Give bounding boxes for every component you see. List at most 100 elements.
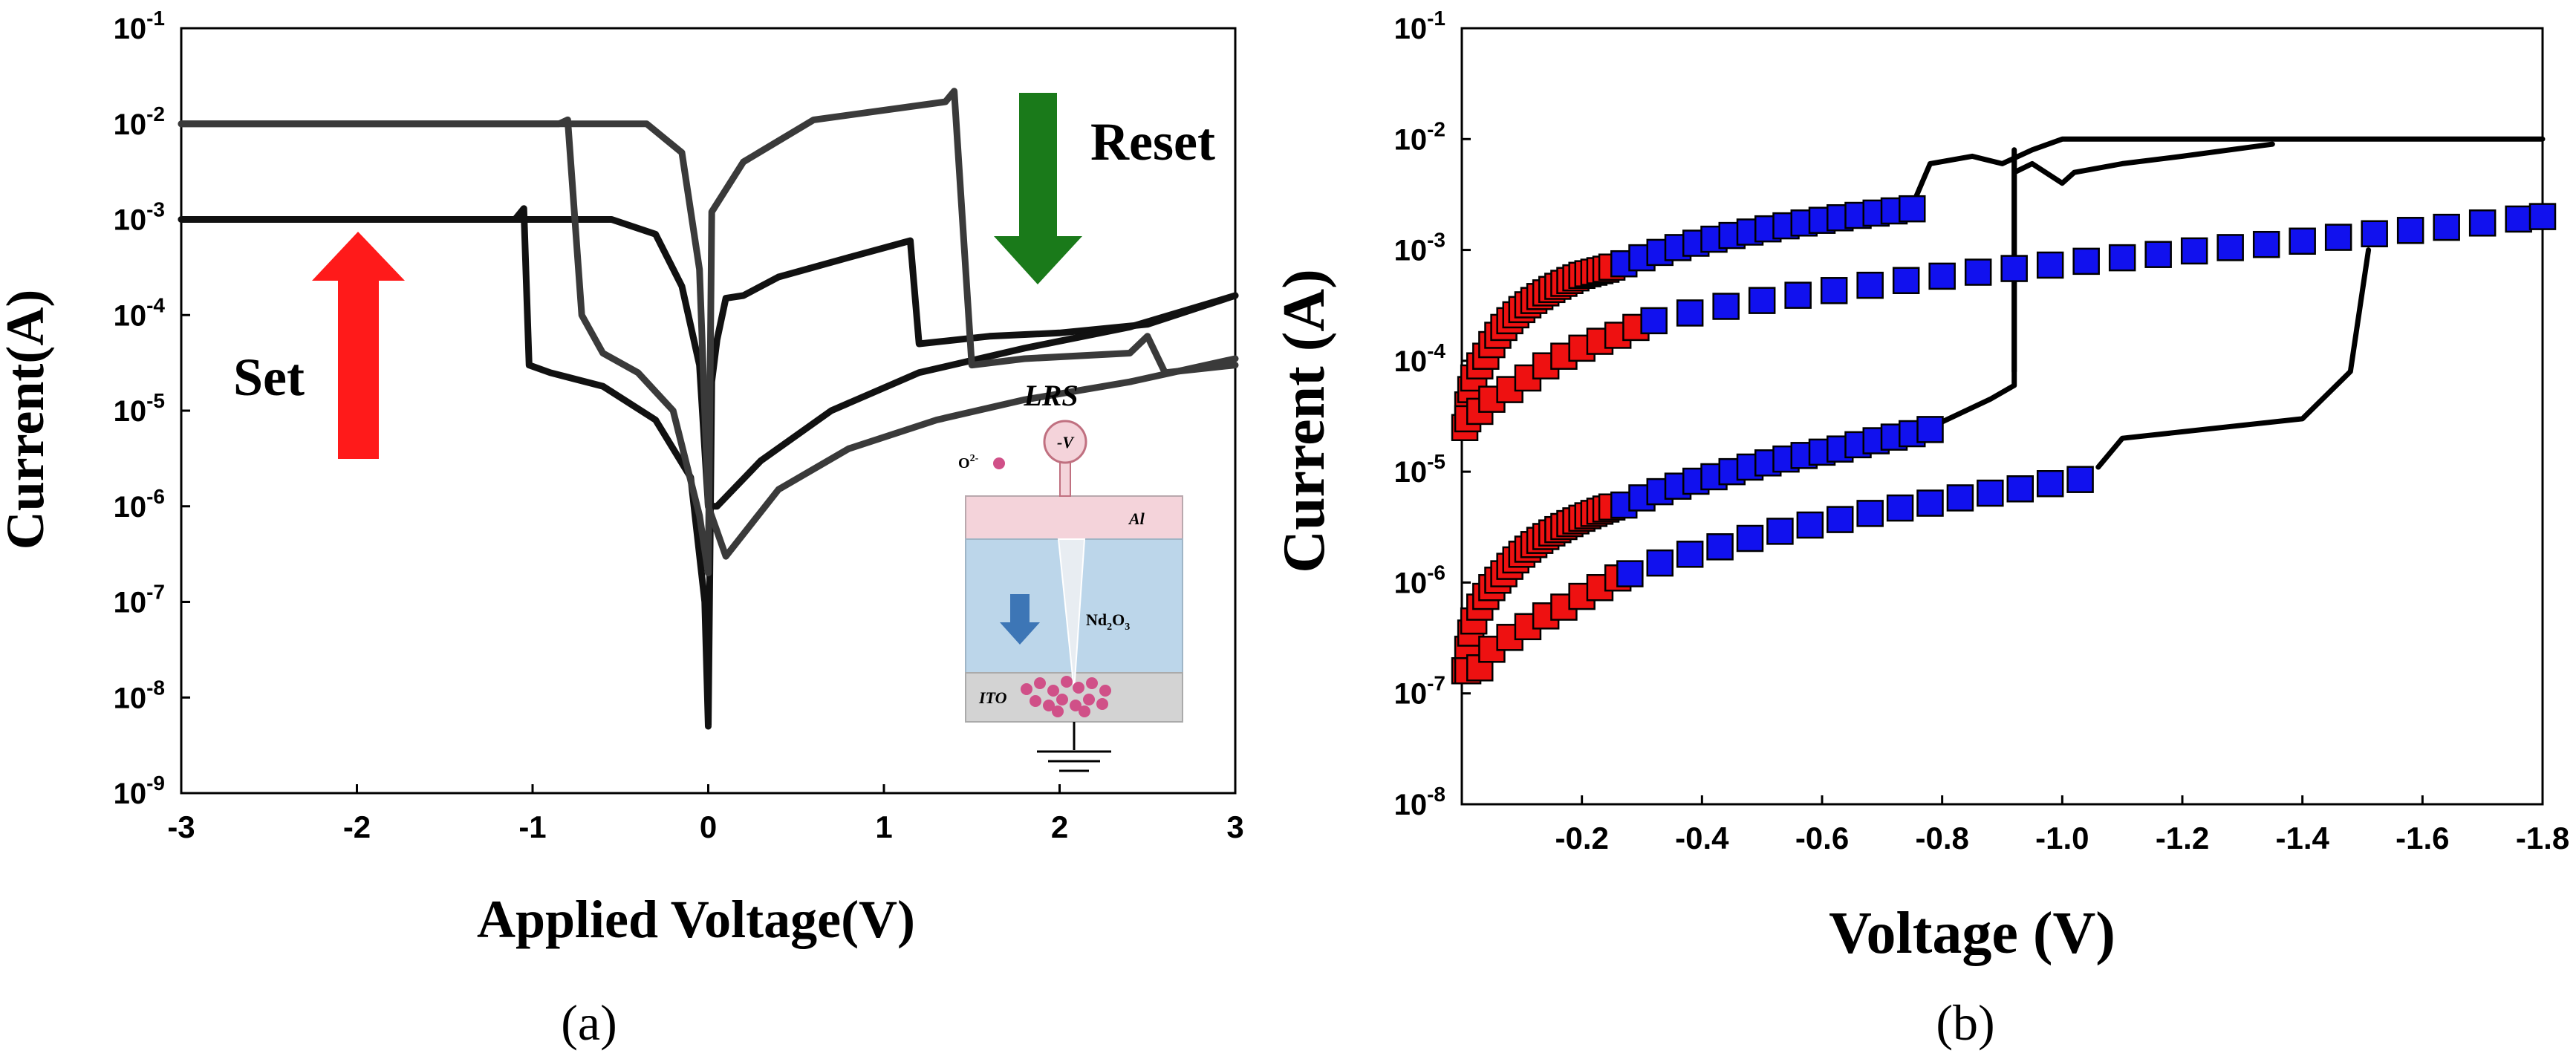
y-tick-label: 10-9 — [114, 772, 165, 810]
data-point — [2006, 475, 2034, 503]
oxygen-ion — [1030, 695, 1041, 707]
data-point — [2528, 203, 2557, 230]
series-measured-i-v-set — [1639, 136, 2546, 264]
x-tick-label: -0.2 — [1555, 821, 1608, 855]
data-point — [2468, 209, 2497, 237]
x-tick-label: -1.8 — [2516, 821, 2569, 855]
x-tick-label: 1 — [875, 809, 892, 844]
oxygen-ion — [1086, 677, 1098, 689]
panel-a-x-tick-labels: -3 -2 -1 0 1 2 3 — [167, 809, 1243, 844]
data-point — [2433, 213, 2460, 241]
inset-title: LRS — [1023, 379, 1078, 412]
x-tick-label: -1.4 — [2275, 821, 2329, 855]
data-point — [2216, 234, 2244, 261]
data-point — [1928, 262, 1956, 290]
x-tick-label: -0.8 — [1915, 821, 1968, 855]
series-fit-hrs-lower-blue — [1616, 466, 2094, 587]
panel-a-plot-area — [178, 27, 1239, 795]
y-tick-label: 10-7 — [1394, 672, 1445, 711]
data-point — [1736, 524, 1764, 553]
y-tick-label: 10-8 — [114, 676, 165, 714]
data-point — [2324, 224, 2352, 251]
panel-b-y-tick-labels: 10-1 10-2 10-3 10-4 10-5 10-6 10-7 10-8 — [1394, 7, 1446, 821]
y-tick-label: 10-6 — [1394, 561, 1445, 599]
x-tick-label: -1.6 — [2396, 821, 2449, 855]
data-point — [2505, 205, 2532, 233]
data-point — [1646, 549, 1674, 577]
data-point — [2072, 247, 2100, 276]
data-point — [1977, 479, 2004, 507]
ito-label: ITO — [978, 688, 1007, 707]
data-point — [1964, 258, 1992, 286]
oxygen-ion — [1099, 685, 1111, 697]
panel-a-x-axis-title: Applied Voltage(V) — [477, 890, 915, 949]
data-point — [2144, 241, 2172, 268]
series-sweep-2-return — [178, 120, 1239, 560]
lrs-schematic-inset: -V LRS Al ITO Nd2O3 O2- — [958, 379, 1183, 772]
probe-stem — [1059, 460, 1071, 497]
reset-arrow — [994, 93, 1082, 284]
conductive-filament — [1057, 538, 1086, 691]
y-tick-label: 10-8 — [1394, 783, 1445, 821]
data-point — [2396, 217, 2424, 244]
data-point — [1616, 560, 1644, 587]
data-point — [2108, 244, 2136, 272]
oxygen-ion — [1034, 677, 1046, 689]
x-tick-label: -1 — [518, 809, 546, 844]
y-tick-label: 10-3 — [114, 198, 165, 237]
y-tick-label: 10-4 — [114, 293, 166, 332]
data-point — [1706, 533, 1734, 561]
data-point — [1946, 484, 1974, 512]
oxygen-ion — [1096, 698, 1108, 710]
data-point — [1820, 277, 1848, 304]
panel-b-y-axis-title: Current (A) — [1272, 269, 1337, 573]
oxygen-ion — [1021, 683, 1032, 695]
y-tick-label: 10-5 — [1394, 450, 1445, 489]
oxygen-ion — [1043, 700, 1055, 711]
panel-b-x-axis-title: Voltage (V) — [1829, 901, 2115, 966]
oxygen-ion — [1056, 694, 1068, 705]
data-point — [1827, 506, 1854, 533]
panel-b-x-tick-labels: -0.2 -0.4 -0.6 -0.8 -1.0 -1.2 -1.4 -1.6 -1.8 — [1555, 821, 2569, 855]
x-tick-label: -2 — [343, 809, 371, 844]
data-point — [2066, 466, 2094, 493]
x-tick-label: 0 — [700, 809, 717, 844]
data-point — [1784, 281, 1812, 309]
data-point — [2361, 220, 2388, 248]
series-fit-lrs-upper-blue — [1610, 195, 1926, 278]
panel-a-label: (a) — [561, 994, 617, 1051]
data-point — [2180, 237, 2208, 265]
data-point — [1892, 267, 1920, 294]
panel-b-plot-area — [1451, 27, 2557, 806]
oxygen-ion — [1073, 682, 1084, 694]
set-arrow — [312, 232, 405, 459]
y-tick-label: 10-1 — [114, 7, 165, 45]
x-tick-label: -0.4 — [1675, 821, 1729, 855]
series-sweep-1-compliance-1e-3-a — [178, 205, 1239, 730]
data-point — [1712, 293, 1740, 320]
series-fit-lrs-lower-blue — [1610, 416, 1944, 519]
oxygen-ion — [1052, 705, 1064, 717]
x-tick-label: -0.6 — [1795, 821, 1849, 855]
data-point — [1886, 494, 1914, 522]
bias-label: -V — [1057, 433, 1075, 452]
x-tick-label: 2 — [1051, 809, 1068, 844]
data-point — [2036, 470, 2064, 498]
reset-label: Reset — [1090, 112, 1215, 172]
data-point — [1856, 500, 1884, 527]
data-point — [1748, 287, 1776, 314]
data-point — [2000, 255, 2028, 282]
y-tick-label: 10-2 — [114, 102, 165, 141]
y-tick-label: 10-1 — [1394, 7, 1445, 45]
data-point — [2036, 251, 2064, 279]
series-sweep-1-return — [178, 216, 1239, 510]
ion-drift-arrow-icon — [1000, 594, 1040, 645]
panel-a-y-tick-labels: 10-1 10-2 10-3 10-4 10-5 10-6 10-7 10-8 10-9 — [114, 7, 166, 810]
ion-label: O2- — [958, 453, 979, 472]
data-point — [1899, 195, 1926, 223]
y-tick-label: 10-6 — [114, 485, 165, 524]
x-tick-label: -1.2 — [2156, 821, 2209, 855]
oxygen-ion — [1047, 685, 1059, 697]
probe-bias-icon — [1043, 420, 1087, 464]
